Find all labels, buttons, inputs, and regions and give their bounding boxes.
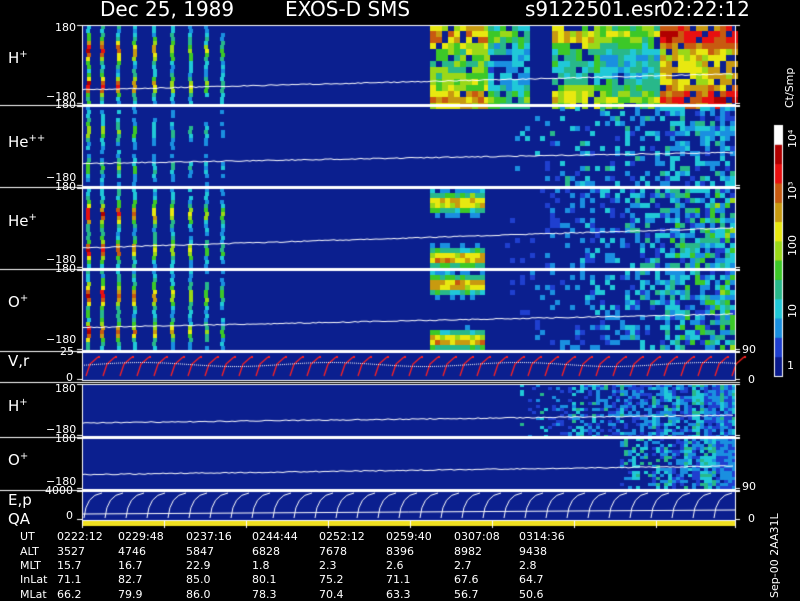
colorbar-unit: Ct/Smp [783, 67, 796, 108]
panel1-ybot: −180 [46, 90, 77, 103]
colorbar-label-100: 100 [786, 235, 799, 256]
footer-cell: 16.7 [118, 559, 143, 572]
panel3-ytop: 180 [55, 180, 76, 193]
footer-cell: 15.7 [57, 559, 82, 572]
footer-cell: 2.7 [454, 559, 472, 572]
footer-row-label: UT [20, 530, 35, 543]
version-label: Sep-00 2AA31L [768, 513, 781, 598]
footer-cell: 4746 [118, 545, 146, 558]
panel-label-o-plus: O+ [8, 293, 29, 311]
panel-label-he-plusplus: He++ [8, 133, 46, 151]
footer-cell: 85.0 [186, 573, 211, 586]
panel-label-o-plus-2: O+ [8, 451, 29, 469]
panel8-ytop: 4000 [45, 484, 73, 497]
footer-cell: 7678 [319, 545, 347, 558]
panel-label-h-plus: H+ [8, 49, 28, 67]
panel8-ybot: 0 [66, 509, 73, 522]
mission-title: EXOS-D SMS [285, 0, 411, 21]
footer-cell: 67.6 [454, 573, 479, 586]
footer-cell: 0314:36 [519, 530, 565, 543]
footer-cell: 78.3 [252, 588, 277, 601]
plot-time: 02:22:12 [660, 0, 750, 21]
panel5-ybot: 0 [66, 371, 73, 384]
plot-date: Dec 25, 1989 [100, 0, 235, 21]
footer-cell: 22.9 [186, 559, 211, 572]
colorbar-label-10: 10 [786, 304, 799, 318]
footer-cell: 63.3 [386, 588, 411, 601]
footer-cell: 0222:12 [57, 530, 103, 543]
panel5-ytop: 25 [60, 345, 74, 358]
footer-cell: 0229:48 [118, 530, 164, 543]
panel6-ybot: −180 [46, 423, 77, 436]
panel5-rbot: 0 [748, 373, 755, 386]
footer-cell: 0259:40 [386, 530, 432, 543]
panel-label-qa: QA [8, 510, 31, 528]
footer-row-label: MLat [20, 588, 47, 601]
footer-cell: 64.7 [519, 573, 544, 586]
panel5-rtop: 90 [742, 343, 756, 356]
footer-row-label: InLat [20, 573, 48, 586]
footer-cell: 80.1 [252, 573, 277, 586]
footer-row-label: ALT [20, 545, 39, 558]
panel-label-h-plus-2: H+ [8, 397, 28, 415]
footer-cell: 79.9 [118, 588, 143, 601]
footer-cell: 2.8 [519, 559, 537, 572]
footer-cell: 0252:12 [319, 530, 365, 543]
panel2-ybot: −180 [46, 171, 77, 184]
footer-cell: 86.0 [186, 588, 211, 601]
footer-cell: 56.7 [454, 588, 479, 601]
footer-cell: 8982 [454, 545, 482, 558]
panel6-ytop: 180 [55, 382, 76, 395]
panel7-ybot: −180 [46, 475, 77, 488]
panel2-ytop: 180 [55, 98, 76, 111]
panel4-ytop: 180 [55, 262, 76, 275]
panel8-rbot: 0 [748, 512, 755, 525]
footer-cell: 5847 [186, 545, 214, 558]
footer-cell: 3527 [57, 545, 85, 558]
panel8-rtop: 90 [742, 480, 756, 493]
panel3-ybot: −180 [46, 253, 77, 266]
footer-cell: 0244:44 [252, 530, 298, 543]
footer-cell: 66.2 [57, 588, 82, 601]
footer-cell: 9438 [519, 545, 547, 558]
panel1-ytop: 180 [55, 21, 76, 34]
panel-label-ep: E,p [8, 491, 32, 509]
footer-cell: 2.3 [319, 559, 337, 572]
panel-label-vr: V,r [8, 352, 30, 370]
footer-cell: 0307:08 [454, 530, 500, 543]
footer-cell: 0237:16 [186, 530, 232, 543]
footer-cell: 50.6 [519, 588, 544, 601]
footer-cell: 71.1 [57, 573, 82, 586]
footer-cell: 2.6 [386, 559, 404, 572]
file-name: s9122501.esr [525, 0, 662, 21]
footer-cell: 75.2 [319, 573, 344, 586]
footer-cell: 71.1 [386, 573, 411, 586]
footer-cell: 70.4 [319, 588, 344, 601]
colorbar-label-1: 1 [787, 359, 794, 372]
colorbar-label-1e3: 10³ [786, 181, 799, 200]
panel7-ytop: 180 [55, 432, 76, 445]
footer-cell: 1.8 [252, 559, 270, 572]
footer-cell: 8396 [386, 545, 414, 558]
footer-row-label: MLT [20, 559, 41, 572]
footer-cell: 82.7 [118, 573, 143, 586]
panel4-ybot: −180 [46, 333, 77, 346]
colorbar-label-1e4: 10⁴ [786, 129, 799, 148]
panel-label-he-plus: He+ [8, 212, 37, 230]
footer-cell: 6828 [252, 545, 280, 558]
